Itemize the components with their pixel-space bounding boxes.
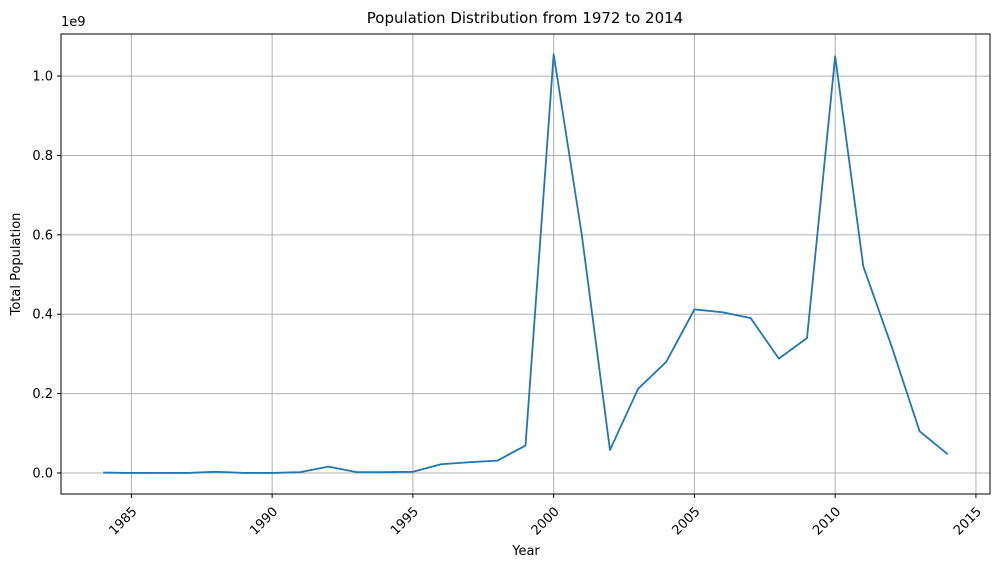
x-tick-label: 2000 bbox=[529, 504, 563, 538]
y-tick-label: 0.0 bbox=[32, 466, 53, 481]
y-tick-label: 0.4 bbox=[32, 308, 53, 323]
x-tick-label: 1985 bbox=[106, 504, 140, 538]
y-tick-label: 0.2 bbox=[32, 387, 53, 402]
plot-frame bbox=[60, 33, 991, 495]
series-line bbox=[103, 53, 949, 474]
grid bbox=[61, 34, 990, 494]
x-tick-label: 2015 bbox=[951, 504, 985, 538]
y-axis-ticks: 0.0 0.2 0.4 0.6 0.8 1.0 bbox=[32, 70, 61, 481]
x-tick-label: 1990 bbox=[247, 504, 281, 538]
y-tick-label: 0.6 bbox=[32, 228, 53, 243]
y-tick-label: 1.0 bbox=[32, 70, 53, 85]
x-tick-label: 1995 bbox=[388, 504, 422, 538]
chart-title: Population Distribution from 1972 to 201… bbox=[367, 9, 683, 27]
y-multiplier-label: 1e9 bbox=[61, 15, 86, 30]
x-tick-label: 2005 bbox=[669, 504, 703, 538]
series-layer bbox=[103, 53, 949, 474]
x-axis-label: Year bbox=[511, 544, 540, 559]
y-axis-label: Total Population bbox=[9, 213, 24, 317]
x-axis-ticks: 1985 1990 1995 2000 2005 2010 2015 bbox=[106, 494, 985, 538]
y-tick-label: 0.8 bbox=[32, 149, 53, 164]
x-tick-label: 2010 bbox=[810, 504, 844, 538]
